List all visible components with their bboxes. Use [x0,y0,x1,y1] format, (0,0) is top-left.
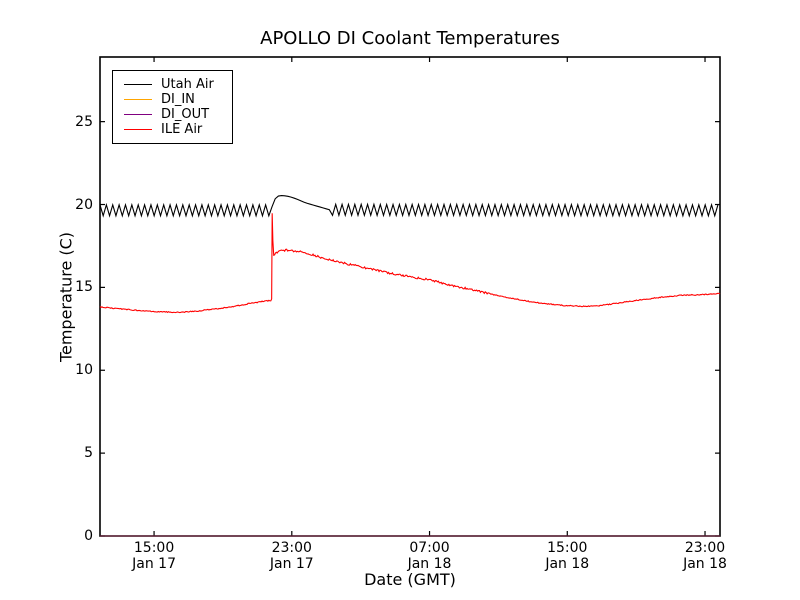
x-tick-date: Jan 18 [683,556,727,572]
x-tick-time: 15:00 [547,540,588,556]
x-tick-time: 23:00 [271,540,312,556]
y-tick-label: 15 [75,279,93,296]
legend-line-swatch [124,129,152,130]
x-tick-label: 23:00 Jan 18 [683,540,727,572]
legend-item-utah-air: Utah Air [124,77,232,92]
legend-label: Utah Air [161,77,214,92]
y-tick-label: 20 [75,196,93,213]
legend-item-ile-air: ILE Air [124,122,232,137]
x-tick-date: Jan 18 [545,556,590,572]
x-tick-label: 15:00 Jan 17 [132,540,176,572]
legend: Utah Air DI_IN DI_OUT ILE Air [112,70,233,144]
legend-item-di-in: DI_IN [124,92,232,107]
x-tick-time: 07:00 [409,540,450,556]
y-tick-label: 5 [84,445,93,462]
chart-title: APOLLO DI Coolant Temperatures [260,28,560,49]
x-tick-label: 23:00 Jan 17 [270,540,314,572]
x-tick-date: Jan 18 [407,556,452,572]
y-tick-label: 0 [84,528,93,544]
legend-line-swatch [124,99,152,100]
y-tick-label: 10 [75,362,93,379]
y-axis-label: Temperature (C) [56,231,76,363]
legend-line-swatch [124,84,152,85]
x-tick-date: Jan 17 [269,556,314,572]
series-ile-air-line [99,213,721,314]
legend-label: DI_OUT [161,107,210,122]
y-tick-label: 25 [75,113,93,130]
x-tick-date: Jan 17 [132,556,176,572]
x-tick-label: 07:00 Jan 18 [408,540,452,572]
legend-item-di-out: DI_OUT [124,107,232,122]
x-tick-label: 15:00 Jan 18 [545,540,589,572]
legend-label: ILE Air [161,122,203,137]
x-tick-time: 23:00 [684,540,726,556]
x-axis-label: Date (GMT) [364,570,456,589]
x-tick-time: 15:00 [133,540,175,556]
legend-label: DI_IN [161,92,195,107]
series-utah-air-line [99,194,719,218]
legend-line-swatch [124,114,152,115]
